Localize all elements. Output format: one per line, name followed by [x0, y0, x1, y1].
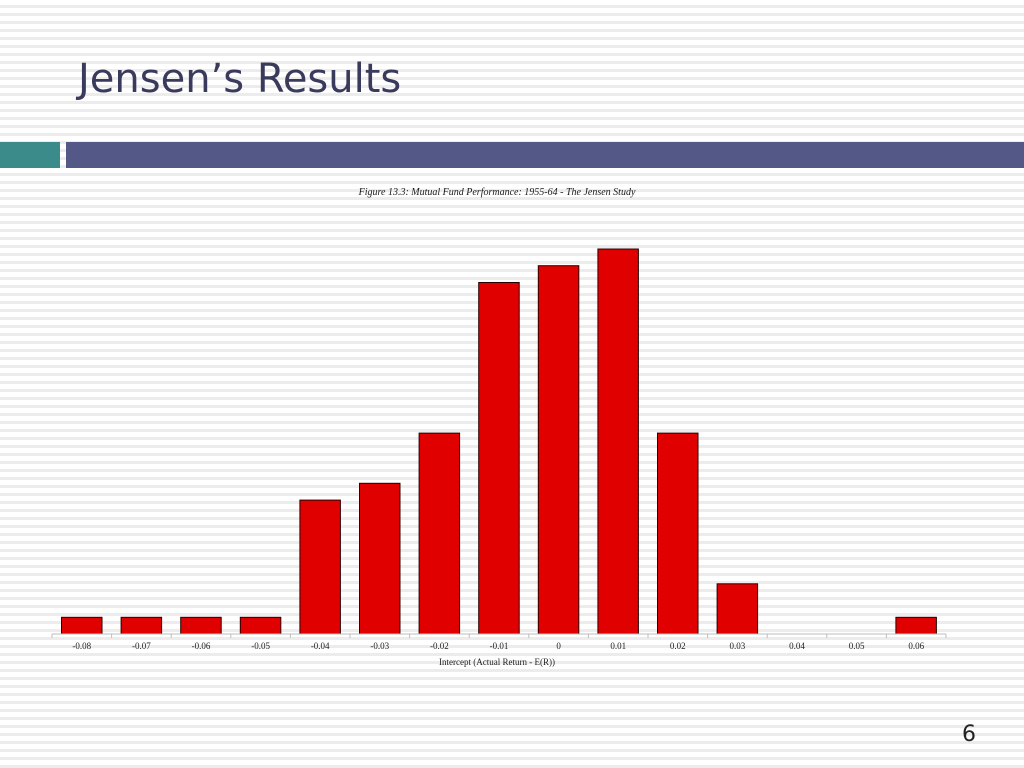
bar--0.01 [478, 282, 520, 635]
x-axis-label: Intercept (Actual Return - E(R)) [439, 657, 555, 667]
x-tick-label: -0.05 [251, 641, 270, 651]
chart-title: Figure 13.3: Mutual Fund Performance: 19… [358, 187, 636, 198]
x-tick-label: -0.07 [132, 641, 151, 651]
accent-bar-blue [66, 142, 1024, 168]
accent-bar-teal [0, 142, 60, 168]
bar-0.06 [895, 616, 937, 635]
x-tick-label: -0.02 [430, 641, 449, 651]
bar--0.03 [359, 482, 401, 635]
histogram-chart: Figure 13.3: Mutual Fund Performance: 19… [51, 187, 947, 667]
x-tick-label: -0.03 [370, 641, 389, 651]
chart-area: Figure 13.3: Mutual Fund Performance: 19… [0, 170, 1024, 690]
x-tick-label: 0.04 [789, 641, 805, 651]
bar--0.05 [239, 616, 282, 635]
x-tick-label: 0.02 [670, 641, 686, 651]
x-tick-label: 0.01 [610, 641, 626, 651]
bar--0.02 [418, 432, 461, 635]
bar--0.07 [120, 616, 163, 635]
bar-0.03 [716, 583, 759, 635]
tick-label-group: -0.08 -0.07 -0.06 -0.05 -0.04 -0.03 -0.02 -0.01… [72, 641, 924, 651]
bar-group [61, 248, 937, 635]
tick-group [51, 634, 947, 638]
bar--0.04 [299, 499, 341, 635]
bar-0.01 [597, 248, 639, 635]
bar--0.08 [61, 616, 103, 635]
x-tick-label: 0.06 [908, 641, 924, 651]
x-tick-label: -0.01 [490, 641, 509, 651]
x-tick-label: -0.08 [72, 641, 91, 651]
page-number: 6 [962, 722, 976, 747]
x-tick-label: 0.05 [849, 641, 865, 651]
bar-0 [537, 265, 580, 635]
bar--0.06 [180, 616, 222, 635]
x-tick-label: 0 [556, 641, 561, 651]
x-tick-label: -0.06 [192, 641, 211, 651]
slide-title: Jensen’s Results [78, 56, 402, 102]
bar-0.02 [657, 432, 699, 635]
x-tick-label: 0.03 [730, 641, 746, 651]
x-tick-label: -0.04 [311, 641, 330, 651]
